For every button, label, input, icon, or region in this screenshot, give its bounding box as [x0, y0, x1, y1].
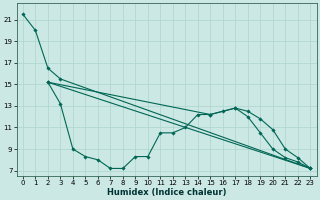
- X-axis label: Humidex (Indice chaleur): Humidex (Indice chaleur): [107, 188, 226, 197]
